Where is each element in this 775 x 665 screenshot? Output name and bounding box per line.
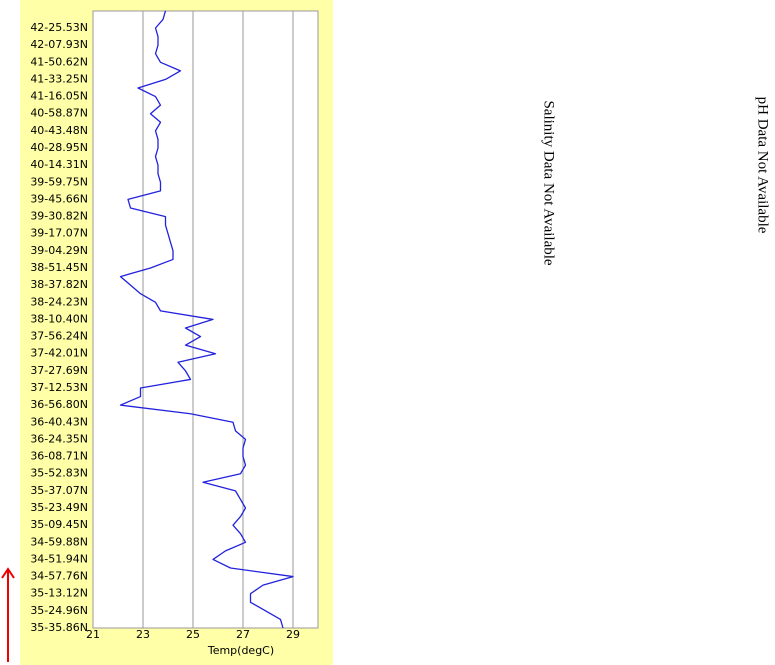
y-tick-label: 38-51.45N xyxy=(30,261,88,274)
y-tick-label: 36-08.71N xyxy=(30,450,88,463)
y-tick-label: 38-37.82N xyxy=(30,278,88,291)
y-tick-label: 36-24.35N xyxy=(30,432,88,445)
y-tick-label: 39-04.29N xyxy=(30,244,88,257)
x-axis-label: Temp(degC) xyxy=(207,644,274,657)
y-tick-label: 36-40.43N xyxy=(30,415,88,428)
plot-area xyxy=(92,10,319,629)
y-tick-label: 35-52.83N xyxy=(30,467,88,480)
annotation: pH Data Not Available xyxy=(755,97,771,234)
y-tick-label: 42-25.53N xyxy=(30,21,88,34)
y-tick-label: 35-37.07N xyxy=(30,484,88,497)
y-tick-label: 34-51.94N xyxy=(30,552,88,565)
y-tick-label: 41-33.25N xyxy=(30,72,88,85)
y-tick-label: 39-59.75N xyxy=(30,175,88,188)
y-tick-label: 41-16.05N xyxy=(30,90,88,103)
y-tick-label: 35-13.12N xyxy=(30,587,88,600)
y-tick-label: 37-27.69N xyxy=(30,364,88,377)
y-tick-label: 37-12.53N xyxy=(30,381,88,394)
y-tick-label: 35-35.86N xyxy=(30,621,88,634)
y-tick-label: 35-09.45N xyxy=(30,518,88,531)
y-tick-label: 40-28.95N xyxy=(30,141,88,154)
y-tick-label: 35-24.96N xyxy=(30,604,88,617)
x-tick-label: 29 xyxy=(286,628,300,641)
y-tick-label: 37-56.24N xyxy=(30,330,88,343)
x-tick-label: 25 xyxy=(186,628,200,641)
y-tick-label: 39-17.07N xyxy=(30,227,88,240)
y-tick-label: 39-30.82N xyxy=(30,210,88,223)
y-tick-label: 40-14.31N xyxy=(30,158,88,171)
y-tick-label: 36-56.80N xyxy=(30,398,88,411)
y-tick-label: 40-43.48N xyxy=(30,124,88,137)
x-tick-label: 27 xyxy=(236,628,250,641)
x-tick-label: 21 xyxy=(86,628,100,641)
data-line xyxy=(119,10,294,629)
y-tick-label: 38-24.23N xyxy=(30,295,88,308)
y-tick-label: 34-57.76N xyxy=(30,570,88,583)
annotation: Salinity Data Not Available xyxy=(541,100,557,265)
y-tick-label: 41-50.62N xyxy=(30,55,88,68)
y-tick-label: 37-42.01N xyxy=(30,347,88,360)
x-tick-label: 23 xyxy=(136,628,150,641)
y-tick-label: 34-59.88N xyxy=(30,535,88,548)
y-tick-label: 40-58.87N xyxy=(30,107,88,120)
y-tick-label: 35-23.49N xyxy=(30,501,88,514)
y-tick-label: 38-10.40N xyxy=(30,312,88,325)
arrow xyxy=(1,567,15,662)
y-tick-label: 42-07.93N xyxy=(30,38,88,51)
y-tick-label: 39-45.66N xyxy=(30,192,88,205)
